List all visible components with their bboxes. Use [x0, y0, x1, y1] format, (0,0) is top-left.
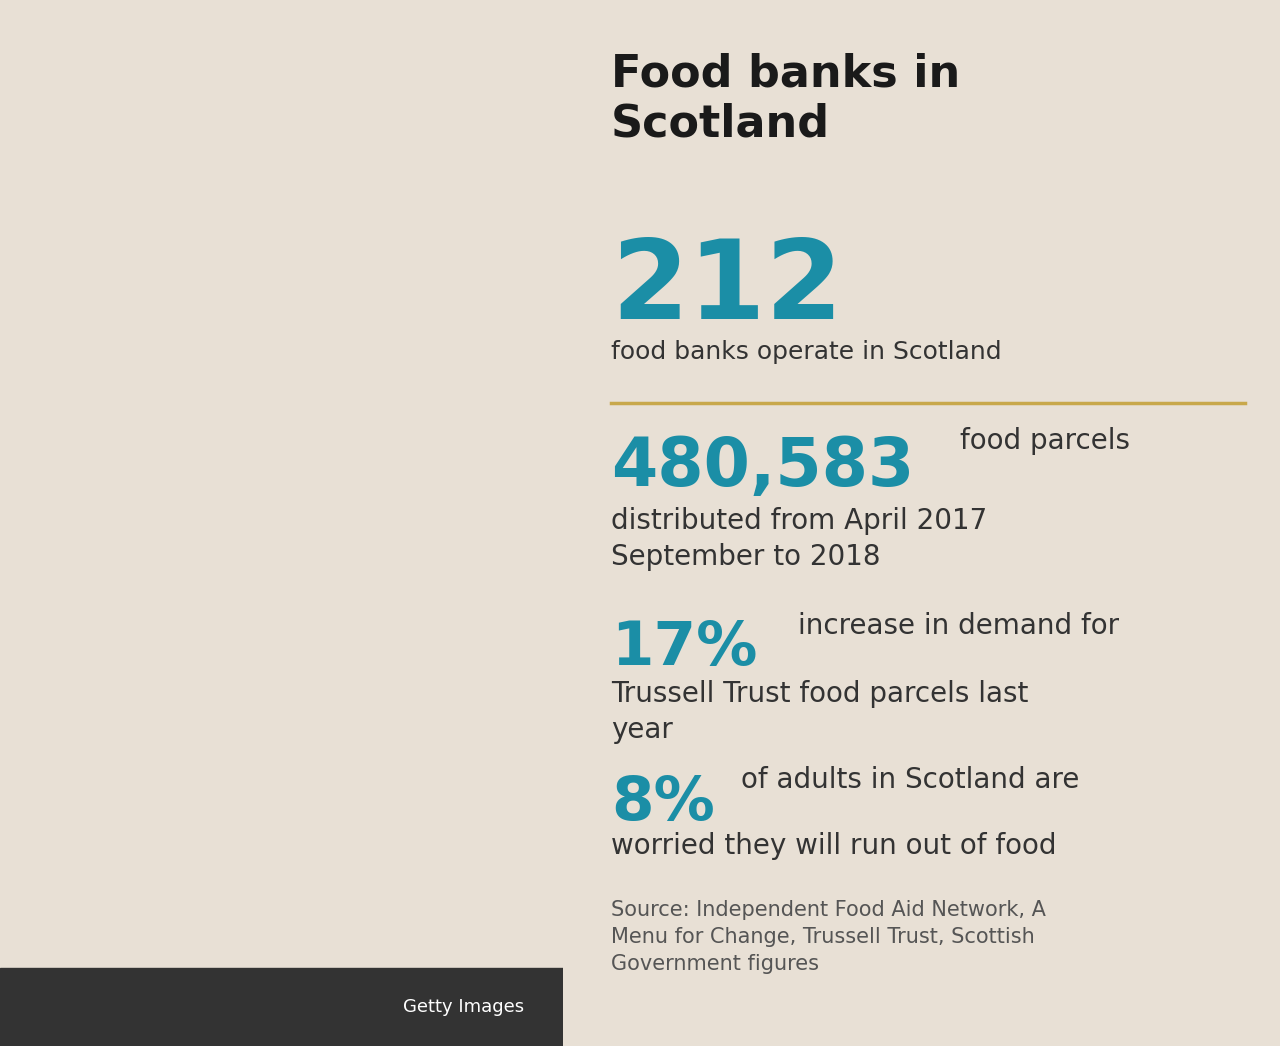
Text: worried they will run out of food: worried they will run out of food	[612, 832, 1057, 860]
Text: 17%: 17%	[612, 619, 758, 678]
Text: 212: 212	[612, 235, 844, 342]
Text: 480,583: 480,583	[612, 434, 914, 500]
Bar	[0, 968, 563, 1046]
Text: of adults in Scotland are: of adults in Scotland are	[741, 766, 1080, 794]
Text: 8%: 8%	[612, 774, 716, 833]
Text: distributed from April 2017
September to 2018: distributed from April 2017 September to…	[612, 507, 987, 571]
Text: food banks operate in Scotland: food banks operate in Scotland	[612, 340, 1002, 364]
Text: increase in demand for: increase in demand for	[797, 612, 1119, 640]
Text: Food banks in
Scotland: Food banks in Scotland	[612, 52, 960, 145]
Text: Trussell Trust food parcels last
year: Trussell Trust food parcels last year	[612, 680, 1029, 744]
Text: food parcels: food parcels	[960, 427, 1130, 455]
Text: Source: Independent Food Aid Network, A
Menu for Change, Trussell Trust, Scottis: Source: Independent Food Aid Network, A …	[612, 900, 1046, 974]
Text: Getty Images: Getty Images	[403, 998, 524, 1017]
